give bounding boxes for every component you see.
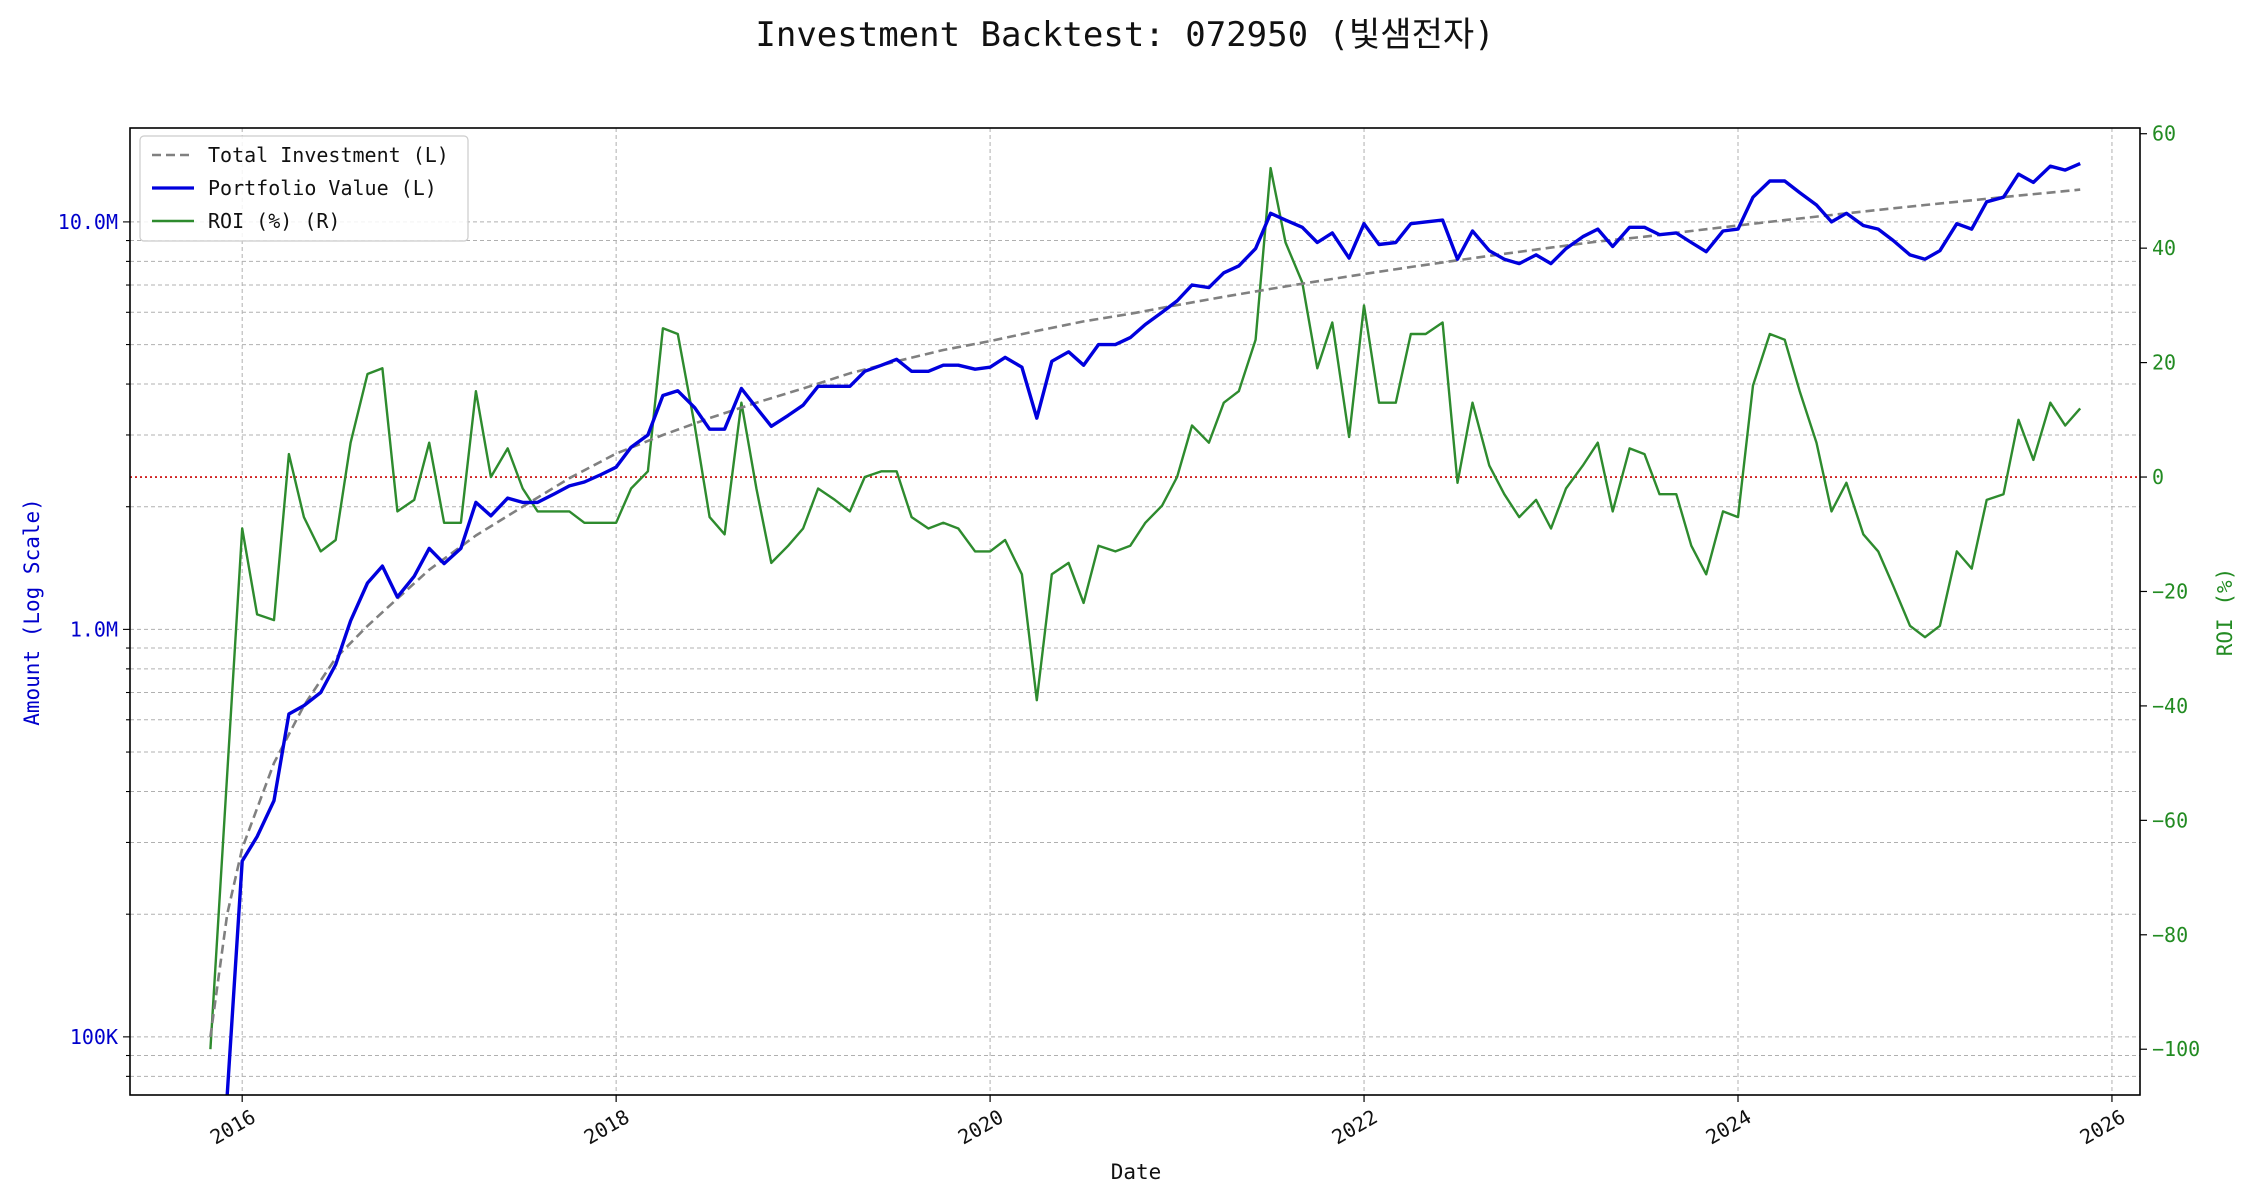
x-tick-label: 2022 <box>1328 1105 1382 1150</box>
x-tick-label: 2020 <box>954 1105 1008 1150</box>
left-tick-label: 10.0M <box>58 210 118 234</box>
series-lines <box>209 162 2082 1096</box>
legend: Total Investment (L) Portfolio Value (L)… <box>139 135 469 242</box>
x-tick-label: 2018 <box>580 1105 634 1150</box>
x-tick-label: 2016 <box>206 1105 260 1150</box>
right-tick-label: 0 <box>2152 465 2164 489</box>
right-axis-label: ROI (%) <box>2213 568 2237 657</box>
chart-title: Investment Backtest: 072950 (빛샘전자) <box>755 15 1494 55</box>
axis-ticks: 2016 2018 2020 2022 2024 2026 100K 1.0M 10.0M 60 4… <box>58 122 2200 1150</box>
right-tick-label: 40 <box>2152 236 2176 260</box>
legend-label-roi: ROI (%) (R) <box>208 209 340 233</box>
legend-label-total-investment: Total Investment (L) <box>208 143 449 167</box>
left-tick-label: 100K <box>70 1025 118 1049</box>
left-axis-label: Amount (Log Scale) <box>20 498 44 726</box>
grid-lines <box>130 128 2140 1095</box>
right-tick-label: −80 <box>2152 923 2188 947</box>
right-tick-label: −100 <box>2152 1037 2200 1061</box>
legend-label-portfolio-value: Portfolio Value (L) <box>208 176 437 200</box>
series-line-portfolio-value <box>225 162 2081 1096</box>
legend-box <box>139 135 469 242</box>
right-tick-label: 60 <box>2152 122 2176 146</box>
right-tick-label: −60 <box>2152 808 2188 832</box>
series-line-total-investment <box>209 188 2081 1038</box>
right-tick-label: 20 <box>2152 351 2176 375</box>
x-axis-label: Date <box>1111 1160 1162 1184</box>
plot-frame <box>129 127 2141 1096</box>
left-tick-label: 1.0M <box>70 617 118 641</box>
x-tick-label: 2024 <box>1702 1105 1756 1150</box>
right-tick-label: −20 <box>2152 579 2188 603</box>
x-tick-label: 2026 <box>2076 1105 2130 1150</box>
right-tick-label: −40 <box>2152 694 2188 718</box>
series-line-roi <box>209 166 2082 1050</box>
